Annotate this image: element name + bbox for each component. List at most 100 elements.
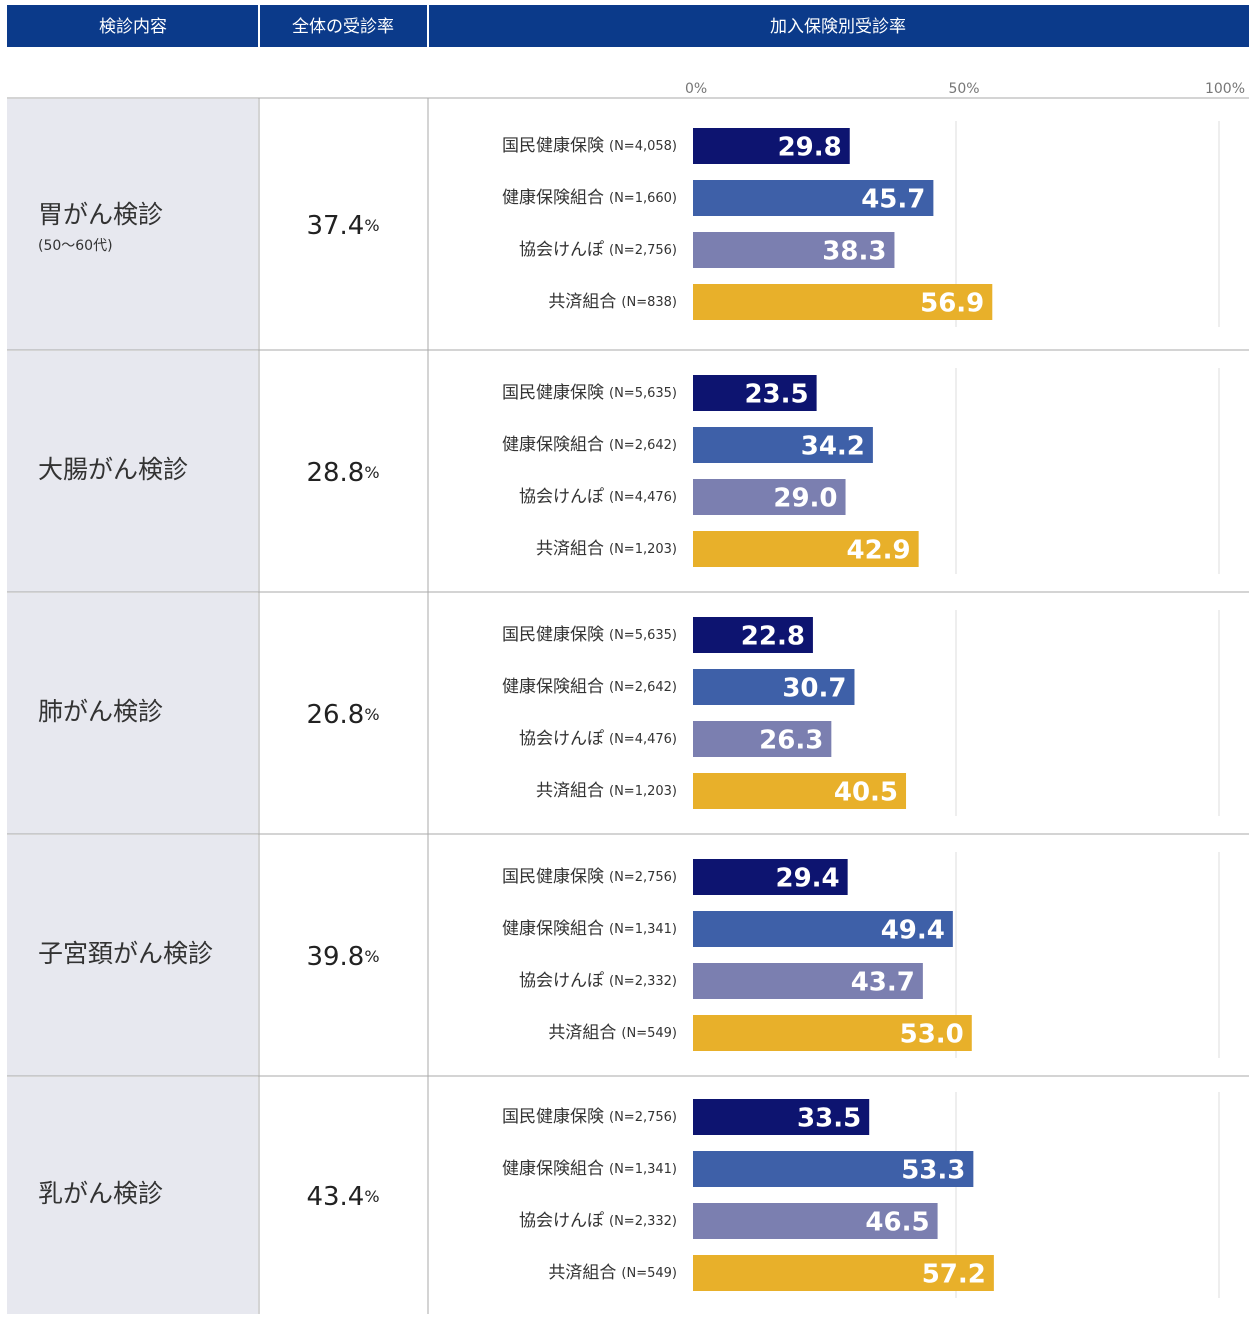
category-name: 共済組合 [536,781,604,801]
sample-size: (N=2,332) [609,974,677,989]
sample-size: (N=2,642) [609,680,677,695]
x-tick-label: 0% [685,81,707,97]
value-label: 45.7 [861,185,925,215]
bar [693,1099,870,1135]
row-subtitle: (50～60代) [38,238,113,254]
category-name: 健康保険組合 [502,188,604,208]
overall-unit: % [364,705,379,724]
category-name: 共済組合 [548,292,616,312]
sample-size: (N=1,203) [609,784,677,799]
row-title: 胃がん検診 [38,200,163,229]
category-name: 健康保険組合 [502,1159,604,1179]
category-name: 国民健康保険 [502,625,604,645]
category-name: 健康保険組合 [502,919,604,939]
bar [693,669,855,705]
sample-size: (N=2,642) [609,438,677,453]
bar [693,427,873,463]
sample-size: (N=2,756) [609,1110,677,1125]
category-name: 共済組合 [536,539,604,559]
bar [693,963,923,999]
category-label: 協会けんぽ (N=4,476) [519,729,677,749]
category-name: 協会けんぽ [519,240,604,260]
bar [693,232,895,268]
category-label: 国民健康保険 (N=4,058) [502,136,677,156]
bar [693,617,813,653]
label-cell [7,351,258,592]
header-cell: 検診内容 [99,17,167,37]
category-label: 協会けんぽ (N=2,756) [519,240,677,260]
category-label: 共済組合 (N=838) [548,292,677,312]
value-label: 29.0 [773,484,837,514]
bar [693,1015,972,1051]
sample-size: (N=2,756) [609,870,677,885]
row-title: 乳がん検診 [38,1179,163,1208]
row-title: 大腸がん検診 [38,455,188,484]
overall-rate: 26.8% [306,700,379,730]
sample-size: (N=4,476) [609,732,677,747]
category-label: 国民健康保険 (N=2,756) [502,1107,677,1127]
overall-rate: 37.4% [306,211,379,241]
overall-unit: % [364,1187,379,1206]
label-cell [7,593,258,834]
bar [693,911,953,947]
bar [693,375,817,411]
value-label: 43.7 [851,968,915,998]
category-label: 協会けんぽ (N=2,332) [519,971,677,991]
category-label: 健康保険組合 (N=1,660) [502,188,677,208]
category-label: 共済組合 (N=549) [548,1023,677,1043]
category-label: 国民健康保険 (N=5,635) [502,625,677,645]
overall-value: 39.8 [306,942,364,972]
x-tick-label: 100% [1205,81,1245,97]
sample-size: (N=1,341) [609,1162,677,1177]
value-label: 40.5 [834,778,898,808]
value-label: 29.4 [775,864,839,894]
category-name: 国民健康保険 [502,867,604,887]
sample-size: (N=1,660) [609,191,677,206]
category-label: 国民健康保険 (N=5,635) [502,383,677,403]
sample-size: (N=549) [621,1026,677,1041]
category-name: 健康保険組合 [502,677,604,697]
bar [693,531,919,567]
overall-value: 43.4 [306,1182,364,1212]
category-name: 協会けんぽ [519,1211,604,1231]
value-label: 22.8 [741,622,805,652]
category-label: 協会けんぽ (N=4,476) [519,487,677,507]
category-name: 共済組合 [548,1023,616,1043]
category-label: 共済組合 (N=1,203) [536,781,677,801]
category-name: 国民健康保険 [502,1107,604,1127]
bar [693,1151,974,1187]
sample-size: (N=1,203) [609,542,677,557]
sample-size: (N=2,756) [609,243,677,258]
header-cell: 全体の受診率 [292,17,394,37]
category-name: 国民健康保険 [502,383,604,403]
category-name: 国民健康保険 [502,136,604,156]
bar [693,1203,938,1239]
sample-size: (N=5,635) [609,628,677,643]
category-label: 協会けんぽ (N=2,332) [519,1211,677,1231]
category-label: 健康保険組合 (N=1,341) [502,919,677,939]
row-title: 子宮頚がん検診 [38,939,213,968]
category-label: 健康保険組合 (N=2,642) [502,677,677,697]
sample-size: (N=5,635) [609,386,677,401]
value-label: 46.5 [865,1208,929,1238]
value-label: 38.3 [822,237,886,267]
value-label: 26.3 [759,726,823,756]
value-label: 33.5 [797,1104,861,1134]
value-label: 30.7 [782,674,846,704]
sample-size: (N=4,476) [609,490,677,505]
row-title: 肺がん検診 [38,697,163,726]
overall-value: 26.8 [306,700,364,730]
category-label: 国民健康保険 (N=2,756) [502,867,677,887]
header-cell: 加入保険別受診率 [770,17,906,37]
overall-value: 28.8 [306,458,364,488]
sample-size: (N=2,332) [609,1214,677,1229]
value-label: 57.2 [922,1260,986,1290]
category-label: 共済組合 (N=1,203) [536,539,677,559]
value-label: 34.2 [801,432,865,462]
value-label: 53.0 [900,1020,964,1050]
bar [693,721,832,757]
category-label: 共済組合 (N=549) [548,1263,677,1283]
label-cell [7,835,258,1076]
x-tick-label: 50% [948,81,979,97]
